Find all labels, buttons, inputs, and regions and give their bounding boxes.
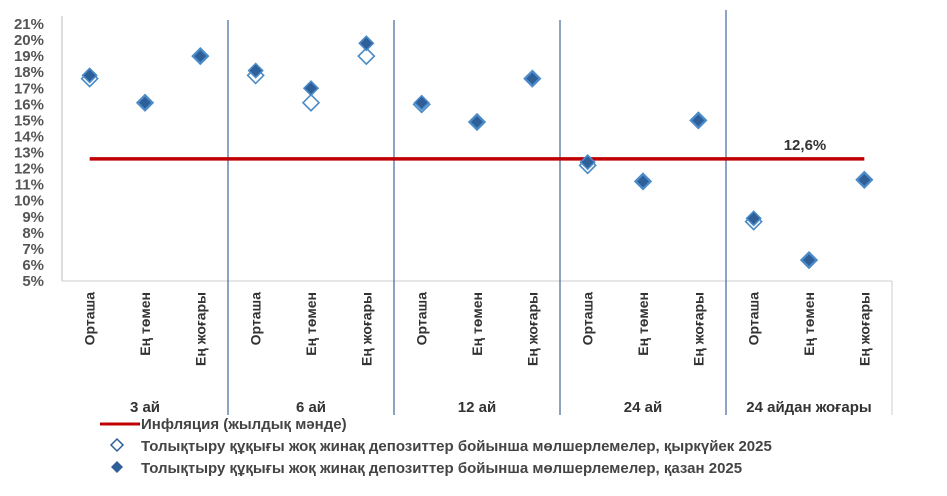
point-october bbox=[413, 94, 430, 111]
y-tick-label: 12% bbox=[14, 161, 44, 178]
category-label: Ең төмен bbox=[137, 292, 153, 356]
y-tick-label: 18% bbox=[14, 64, 44, 81]
y-tick-label: 19% bbox=[14, 48, 44, 65]
inflation-data-label: 12,6% bbox=[784, 137, 827, 154]
y-tick-label: 5% bbox=[22, 273, 44, 290]
category-label: Ең жоғары bbox=[524, 292, 540, 366]
point-october bbox=[192, 47, 209, 65]
y-tick-label: 11% bbox=[15, 177, 44, 194]
point-october bbox=[358, 35, 375, 52]
legend-september-label: Толықтыру құқығы жоқ жинақ депозиттер бо… bbox=[141, 438, 772, 455]
point-october bbox=[579, 154, 596, 171]
group-label: 6 ай bbox=[296, 399, 326, 416]
y-tick-label: 7% bbox=[22, 241, 44, 258]
category-label: Ең төмен bbox=[801, 292, 817, 356]
y-tick-label: 16% bbox=[14, 96, 44, 113]
category-label: Орташа bbox=[82, 292, 98, 346]
category-label: Орташа bbox=[580, 292, 596, 346]
group-label: 24 ай bbox=[624, 399, 662, 416]
point-october bbox=[247, 62, 264, 79]
legend-filled-diamond-icon bbox=[111, 461, 123, 473]
point-october bbox=[634, 173, 652, 190]
point-september bbox=[357, 46, 376, 66]
y-tick-label: 15% bbox=[14, 112, 44, 129]
group-label: 3 ай bbox=[130, 399, 160, 416]
point-september bbox=[301, 93, 321, 112]
category-label: Ең жоғары bbox=[192, 292, 208, 366]
y-tick-label: 13% bbox=[14, 145, 44, 162]
point-october bbox=[302, 80, 320, 97]
y-tick-label: 20% bbox=[14, 32, 44, 49]
y-tick-label: 17% bbox=[14, 80, 44, 97]
group-label: 12 ай bbox=[458, 399, 496, 416]
category-label: Ең төмен bbox=[303, 292, 319, 356]
y-tick-label: 9% bbox=[22, 209, 44, 226]
point-october bbox=[800, 251, 818, 269]
point-october bbox=[468, 113, 486, 131]
legend-inflation-label: Инфляция (жылдық мәнде) bbox=[141, 416, 347, 433]
y-tick-label: 8% bbox=[22, 225, 44, 242]
y-tick-label: 21% bbox=[14, 16, 44, 33]
category-label: Ең төмен bbox=[469, 292, 485, 356]
category-label: Ең жоғары bbox=[358, 292, 374, 366]
point-october bbox=[81, 67, 98, 84]
legend-hollow-diamond-icon bbox=[109, 437, 125, 453]
point-october bbox=[136, 94, 154, 111]
category-label: Орташа bbox=[248, 292, 264, 346]
legend-october-label: Толықтыру құқығы жоқ жинақ депозиттер бо… bbox=[141, 460, 742, 477]
category-label: Ең төмен bbox=[635, 292, 651, 356]
point-october bbox=[745, 210, 762, 227]
group-label: 24 айдан жоғары bbox=[746, 399, 872, 416]
y-tick-label: 14% bbox=[14, 128, 44, 145]
category-label: Орташа bbox=[746, 292, 762, 346]
category-label: Орташа bbox=[414, 292, 430, 346]
category-label: Ең жоғары bbox=[856, 292, 872, 366]
point-october bbox=[690, 112, 707, 129]
point-october bbox=[524, 70, 541, 87]
y-tick-label: 6% bbox=[22, 257, 44, 274]
category-label: Ең жоғары bbox=[690, 292, 706, 366]
y-tick-label: 10% bbox=[14, 193, 44, 210]
point-october bbox=[856, 171, 873, 188]
